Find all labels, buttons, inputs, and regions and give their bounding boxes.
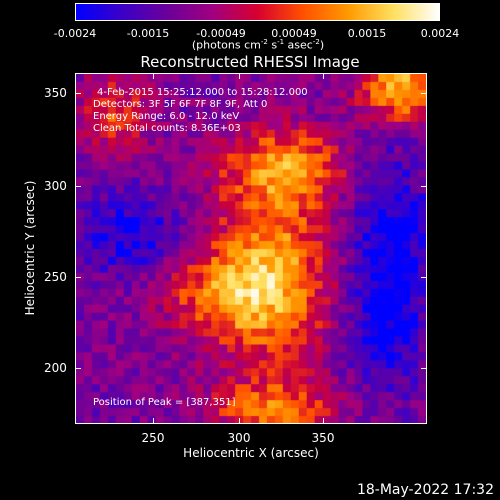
- clean-counts-text: Clean Total counts: 8.36E+03: [93, 123, 241, 134]
- x-tick-label: 250: [141, 431, 165, 445]
- y-tick-mark: [421, 186, 427, 187]
- detectors-text: Detectors: 3F 5F 6F 7F 8F 9F, Att 0: [93, 99, 268, 110]
- x-tick-mark: [239, 418, 240, 424]
- x-tick-mark: [153, 418, 154, 424]
- rhessi-heatmap: [76, 74, 426, 423]
- colorbar: [75, 3, 440, 21]
- y-tick-label: 300: [44, 179, 67, 193]
- y-tick-mark: [75, 277, 81, 278]
- colorbar-tick-label: -0.0024: [53, 27, 97, 40]
- image-title: Reconstructed RHESSI Image: [140, 53, 360, 71]
- y-tick-label: 250: [44, 270, 67, 284]
- y-tick-mark: [75, 93, 81, 94]
- x-tick-mark: [323, 418, 324, 424]
- colorbar-tick-label: -0.0015: [126, 27, 170, 40]
- image-plot: [75, 73, 427, 424]
- y-tick-label: 200: [44, 361, 67, 375]
- timestamp: 18-May-2022 17:32: [356, 482, 494, 498]
- y-tick-mark: [75, 368, 81, 369]
- time-range-text: 4-Feb-2015 15:25:12.000 to 15:28:12.000: [97, 87, 308, 98]
- peak-position-text: Position of Peak = [387,351]: [93, 397, 236, 408]
- x-tick-label: 300: [227, 431, 251, 445]
- y-tick-mark: [75, 186, 81, 187]
- colorbar-tick-label: -0.00049: [196, 27, 246, 40]
- y-axis-label: Heliocentric Y (arcsec): [23, 180, 37, 316]
- colorbar-tick-label: 0.00049: [271, 27, 317, 40]
- colorbar-unit-label: (photons cm-2 s-1 asec-2): [191, 38, 325, 52]
- x-axis-label: Heliocentric X (arcsec): [183, 446, 319, 460]
- x-tick-mark: [153, 73, 154, 79]
- y-tick-mark: [421, 93, 427, 94]
- x-tick-mark: [323, 73, 324, 79]
- y-tick-label: 350: [44, 86, 67, 100]
- x-tick-label: 350: [311, 431, 335, 445]
- x-tick-mark: [239, 73, 240, 79]
- energy-range-text: Energy Range: 6.0 - 12.0 keV: [93, 111, 240, 122]
- y-tick-mark: [421, 368, 427, 369]
- colorbar-tick-label: 0.0015: [347, 27, 387, 40]
- colorbar-tick-label: 0.0024: [420, 27, 460, 40]
- y-tick-mark: [421, 277, 427, 278]
